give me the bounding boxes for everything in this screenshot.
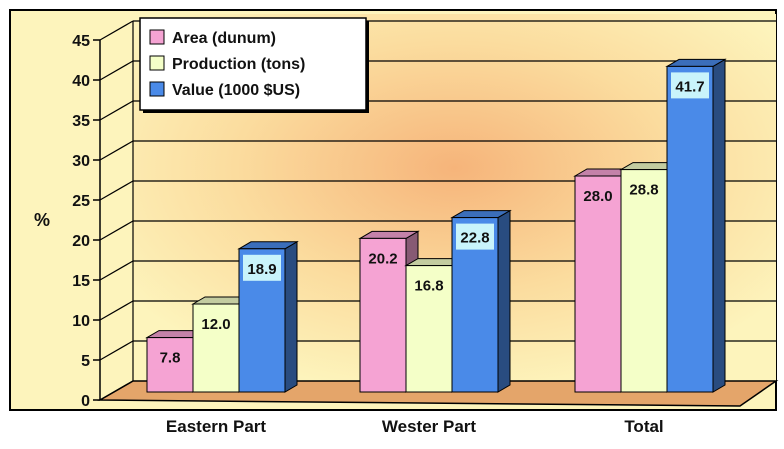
bar	[666, 65, 714, 393]
bar-side	[497, 209, 511, 393]
side-wall-line	[99, 220, 134, 241]
side-wall-line	[99, 180, 134, 201]
bar	[574, 175, 622, 393]
bar	[620, 169, 668, 393]
x-category-label: Wester Part	[382, 417, 477, 436]
data-label: 22.8	[460, 230, 489, 247]
y-tick-label: 25	[72, 193, 90, 210]
side-wall-line	[99, 20, 134, 41]
legend-label: Production (tons)	[172, 56, 305, 73]
data-label-box	[456, 223, 494, 250]
x-category-label: Total	[624, 417, 663, 436]
data-label: 20.2	[368, 250, 397, 267]
side-wall-line	[99, 100, 134, 121]
side-wall-line	[99, 60, 134, 81]
y-tick-label: 45	[72, 33, 90, 50]
bar-side	[712, 58, 726, 393]
data-label: 28.0	[583, 188, 612, 205]
data-label: 12.0	[201, 316, 230, 333]
legend-box	[139, 17, 367, 111]
legend-swatch	[149, 55, 165, 71]
data-label: 41.7	[675, 78, 704, 95]
side-wall-line	[99, 140, 134, 161]
data-label-box	[410, 271, 448, 298]
data-label-box	[364, 244, 402, 271]
y-tick-label: 10	[72, 313, 90, 330]
x-category-label: Eastern Part	[166, 417, 266, 436]
y-tick-label: 40	[72, 73, 90, 90]
legend-label: Area (dunum)	[172, 30, 276, 47]
legend-swatch	[149, 29, 165, 45]
data-label: 18.9	[247, 261, 276, 278]
data-label-box	[625, 175, 663, 202]
y-tick-label: 0	[81, 393, 90, 410]
y-tick-label: 5	[81, 353, 90, 370]
legend-swatch	[149, 81, 165, 97]
legend-label: Value (1000 $US)	[172, 82, 300, 99]
data-label-box	[243, 254, 281, 281]
y-tick-label: 15	[72, 273, 90, 290]
y-axis-label: %	[34, 210, 50, 230]
bar-side	[284, 240, 298, 393]
data-label-box	[197, 310, 235, 336]
side-wall-line	[99, 380, 134, 401]
data-label-box	[151, 343, 189, 370]
data-label: 28.8	[629, 182, 658, 199]
y-tick-label: 20	[72, 233, 90, 250]
y-tick-label: 30	[72, 153, 90, 170]
side-wall-line	[99, 340, 134, 361]
data-label: 7.8	[160, 350, 181, 367]
data-label: 16.8	[414, 278, 443, 295]
y-tick-label: 35	[72, 113, 90, 130]
data-label-box	[579, 182, 617, 208]
data-label-box	[671, 72, 709, 99]
side-wall-line	[99, 300, 134, 321]
side-wall-line	[99, 260, 134, 281]
